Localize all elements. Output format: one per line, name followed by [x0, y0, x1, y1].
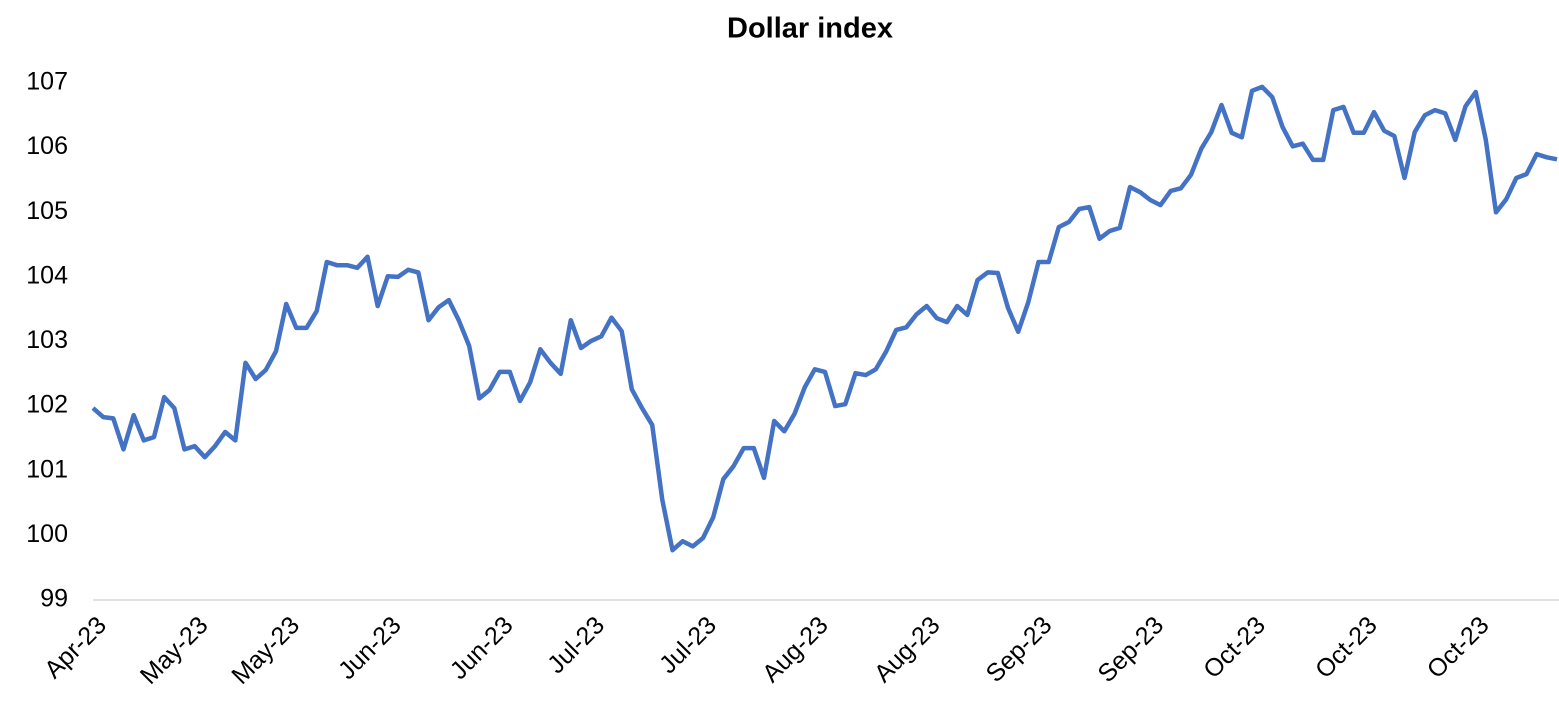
y-tick-label: 104	[26, 261, 68, 289]
y-tick-label: 101	[26, 455, 68, 483]
x-tick-label: Sep-23	[981, 611, 1058, 688]
y-tick-label: 103	[26, 326, 68, 354]
x-tick-label: May-23	[226, 611, 305, 690]
x-tick-label: Jun-23	[445, 611, 519, 685]
data-line	[91, 84, 1558, 553]
x-tick-label: Sep-23	[1092, 611, 1169, 688]
x-tick-label: May-23	[135, 611, 214, 690]
y-tick-label: 106	[26, 132, 68, 160]
x-tick-label: Jul-23	[654, 611, 722, 679]
x-tick-label: Apr-23	[39, 611, 112, 684]
x-tick-label: Aug-23	[869, 611, 946, 688]
chart-title: Dollar index	[727, 13, 893, 45]
y-tick-label: 107	[26, 68, 68, 96]
x-tick-label: Jul-23	[542, 611, 610, 679]
x-tick-label: Aug-23	[757, 611, 834, 688]
y-tick-label: 100	[26, 520, 68, 548]
x-tick-label: Oct-23	[1198, 611, 1271, 684]
y-tick-label: 102	[26, 391, 68, 419]
x-tick-label: Oct-23	[1422, 611, 1495, 684]
x-tick-label: Jun-23	[333, 611, 407, 685]
y-tick-label: 105	[26, 197, 68, 225]
y-tick-label: 99	[40, 585, 68, 613]
x-tick-label: Oct-23	[1310, 611, 1383, 684]
